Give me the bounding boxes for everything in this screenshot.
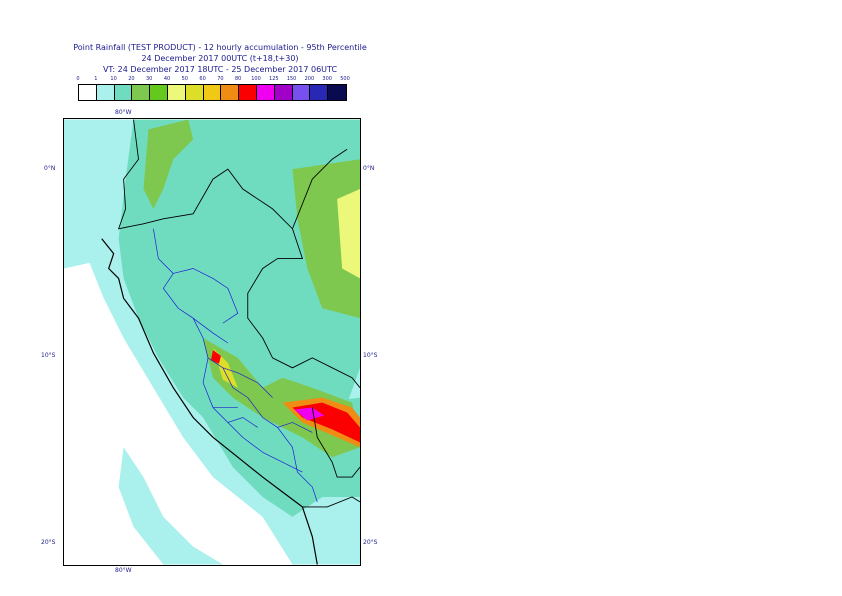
legend-tick: 40 bbox=[163, 76, 171, 82]
legend-tick: 1 bbox=[94, 76, 98, 82]
legend-tick: 10 bbox=[110, 76, 117, 82]
legend-tick: 125 bbox=[269, 76, 279, 82]
rain-patch-north bbox=[143, 119, 194, 209]
base-time: 24 December 2017 00UTC (t+18,t+30) bbox=[141, 54, 299, 63]
lat-label-left-20: 20°S bbox=[41, 539, 56, 546]
legend-swatch bbox=[150, 85, 168, 100]
legend-tick: 80 bbox=[235, 76, 242, 82]
legend-swatch bbox=[114, 85, 133, 100]
legend-tick: 100 bbox=[251, 76, 261, 82]
rain-patch-red-small bbox=[211, 349, 221, 364]
legend-tick: 300 bbox=[322, 76, 332, 82]
legend-tick: 500 bbox=[340, 76, 350, 82]
legend-swatch bbox=[274, 85, 293, 100]
legend-swatch bbox=[203, 85, 222, 100]
legend-swatch bbox=[96, 85, 115, 100]
legend-swatch bbox=[221, 85, 240, 100]
lon-label-bottom: 80°W bbox=[115, 567, 132, 574]
legend-tick: 0 bbox=[76, 76, 80, 82]
map-title: Point Rainfall (TEST PRODUCT) - 12 hourl… bbox=[73, 43, 367, 52]
rainfall-map bbox=[63, 118, 361, 566]
ocean-light-band-west bbox=[64, 119, 134, 269]
legend-tick: 50 bbox=[181, 76, 188, 82]
legend-swatch bbox=[256, 85, 275, 100]
legend-color-bar bbox=[78, 84, 347, 101]
legend-swatch bbox=[328, 85, 346, 100]
legend-tick-labels: 0 1 10 20 30 40 50 60 70 80 100 125 150 200 300 500 bbox=[70, 76, 360, 84]
lat-label-left-10: 10°S bbox=[41, 352, 56, 359]
legend-tick: 60 bbox=[199, 76, 206, 82]
legend-swatch bbox=[292, 85, 311, 100]
lat-label-right-10: 10°S bbox=[363, 352, 378, 359]
lat-label-right-20: 20°S bbox=[363, 539, 378, 546]
lon-label-top: 80°W bbox=[115, 109, 132, 116]
legend-tick: 30 bbox=[146, 76, 153, 82]
legend-tick: 20 bbox=[128, 76, 135, 82]
rain-patch-east-yellow bbox=[337, 189, 360, 279]
legend-swatch bbox=[185, 85, 204, 100]
legend-swatch bbox=[239, 85, 257, 100]
country-borders bbox=[117, 119, 360, 508]
admin-borders bbox=[153, 228, 318, 503]
legend-tick: 70 bbox=[217, 76, 224, 82]
lat-label-right-0: 0°N bbox=[363, 165, 375, 172]
coastline bbox=[101, 238, 318, 565]
lat-label-left-0: 0°N bbox=[44, 165, 56, 172]
ocean-light-band-south bbox=[118, 447, 223, 565]
rain-patch-magenta bbox=[294, 407, 325, 421]
legend-tick: 150 bbox=[286, 76, 297, 82]
legend-swatch bbox=[132, 85, 151, 100]
valid-time: VT: 24 December 2017 18UTC - 25 December… bbox=[102, 65, 338, 74]
legend-swatch bbox=[310, 85, 329, 100]
legend-swatch bbox=[167, 85, 186, 100]
legend-swatch bbox=[79, 85, 97, 100]
legend-tick: 200 bbox=[304, 76, 315, 82]
